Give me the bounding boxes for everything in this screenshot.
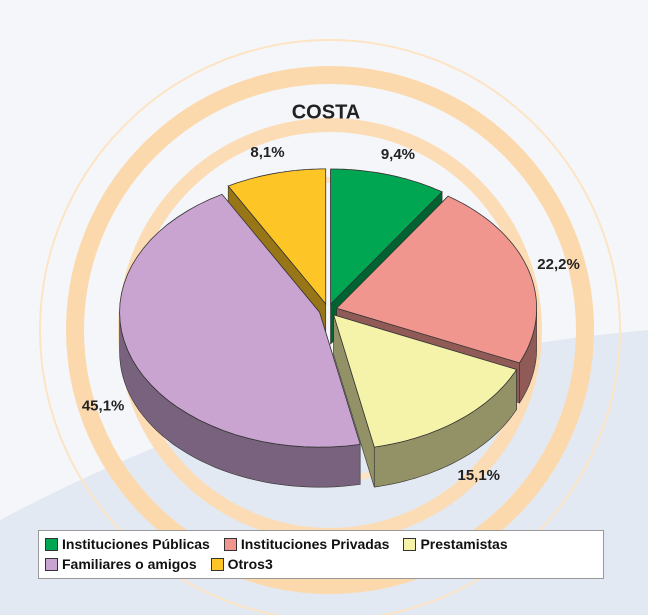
legend-label: Otros3 [227, 556, 273, 572]
legend-swatch [210, 557, 224, 571]
legend-label: Familiares o amigos [62, 556, 197, 572]
chart-title: COSTA [292, 101, 361, 123]
legend-swatch [45, 537, 58, 551]
data-label: 15,1% [457, 467, 500, 484]
data-label: 22,2% [537, 256, 580, 273]
legend-swatch [403, 537, 417, 551]
slice [119, 193, 361, 448]
legend-item: Instituciones Privadas [223, 534, 390, 554]
legend-item: Instituciones Públicas [45, 534, 210, 554]
legend-item: Otros3 [210, 554, 273, 574]
legend-label: Instituciones Públicas [62, 536, 210, 552]
data-label: 8,1% [250, 144, 284, 161]
pie [119, 168, 538, 488]
legend-swatch [45, 557, 58, 571]
slice [330, 168, 443, 305]
data-label: 9,4% [381, 146, 415, 163]
legend-label: Prestamistas [420, 536, 508, 552]
slice [333, 314, 518, 448]
data-label: 45,1% [82, 398, 125, 415]
legend-item: Prestamistas [403, 534, 508, 554]
slice [227, 168, 327, 306]
legend-item: Familiares o amigos [45, 554, 197, 574]
slice [335, 195, 538, 364]
legend-swatch [223, 537, 237, 551]
legend-label: Instituciones Privadas [240, 536, 390, 552]
legend: Instituciones Públicas Instituciones Priv… [38, 530, 604, 579]
